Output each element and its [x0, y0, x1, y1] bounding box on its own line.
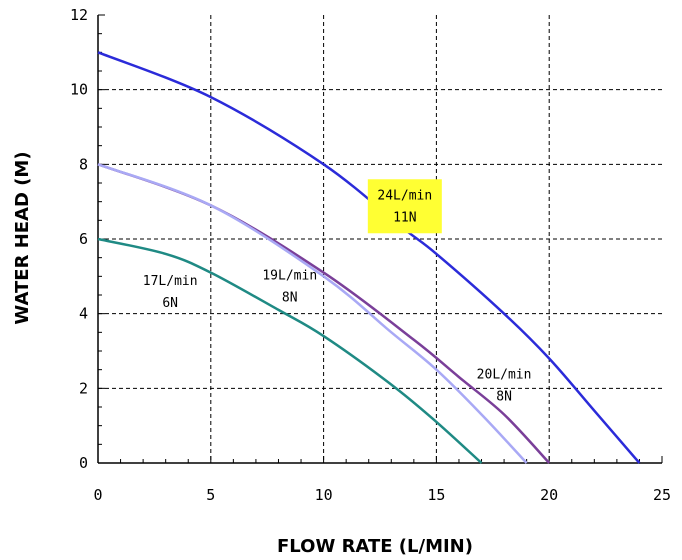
x-tick-label: 10	[315, 486, 333, 504]
y-tick-label: 2	[79, 379, 88, 397]
y-tick-label: 0	[79, 454, 88, 472]
y-tick-label: 4	[79, 305, 88, 323]
x-tick-label: 5	[206, 486, 215, 504]
annotation-highlight	[367, 179, 442, 234]
series-line	[97, 237, 483, 464]
y-axis-title: WATER HEAD (M)	[12, 151, 33, 324]
annotation-label: 24L/min	[377, 188, 432, 203]
annotation-label: 6N	[162, 296, 178, 311]
annotation-label: 20L/min	[477, 367, 532, 382]
annotation-label: 11N	[393, 210, 416, 225]
y-tick-label: 8	[79, 155, 88, 173]
y-tick-label: 10	[70, 81, 88, 99]
annotation-label: 8N	[496, 389, 512, 404]
x-tick-label: 0	[93, 486, 102, 504]
x-tick-label: 15	[427, 486, 445, 504]
annotations: 24L/min 11N 17L/min 6N 19L/min 8N 20L/min 8N	[143, 179, 532, 404]
grid	[98, 15, 662, 463]
axes: 0 5 10 15 20 25 0 2 4 6 8 10 12	[70, 6, 671, 504]
annotation-label: 8N	[282, 291, 298, 306]
y-tick-label: 6	[79, 230, 88, 248]
x-axis-title: FLOW RATE (L/MIN)	[277, 536, 473, 557]
x-tick-label: 20	[540, 486, 558, 504]
series-line	[97, 163, 528, 464]
y-tick-label: 12	[70, 6, 88, 24]
annotation-label: 17L/min	[143, 274, 198, 289]
series-group	[97, 51, 641, 464]
series-line	[97, 51, 641, 464]
annotation-label: 19L/min	[262, 269, 317, 284]
x-tick-label: 25	[653, 486, 671, 504]
